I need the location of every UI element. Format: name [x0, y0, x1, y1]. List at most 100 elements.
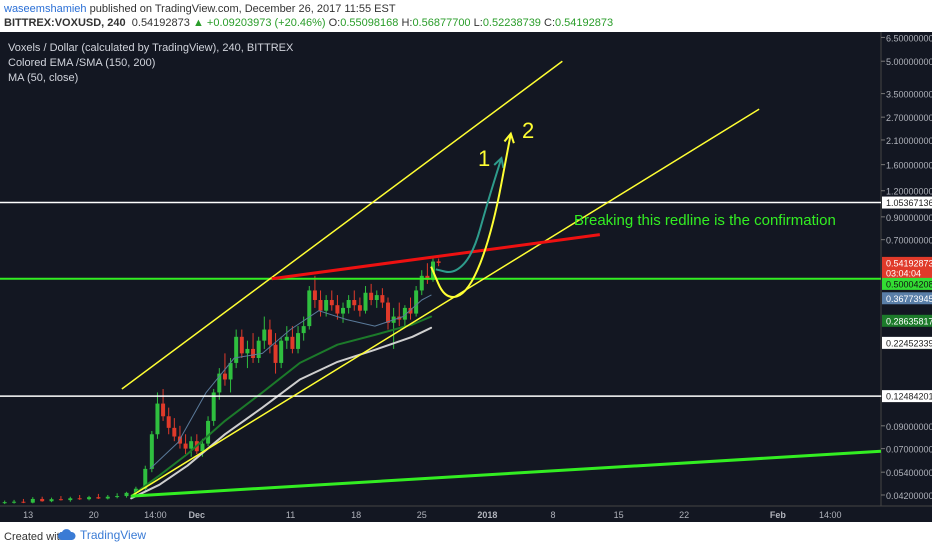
ma-50-line: [149, 294, 432, 470]
candle-body: [380, 295, 385, 303]
candle-body: [414, 290, 419, 314]
candle-body: [296, 333, 301, 349]
y-tick-label: 5.00000000: [886, 57, 932, 67]
cloud-icon: [58, 529, 76, 540]
chart-background: [0, 32, 932, 522]
created-with-text: Created with: [4, 531, 66, 543]
price-label-text: 0.28635817: [886, 316, 932, 326]
price-label-box: [882, 266, 932, 279]
candle-body: [2, 502, 7, 504]
candle-body: [436, 261, 441, 263]
high-label: H:: [401, 17, 413, 29]
y-axis-ticks: 6.50000000 5.00000000 3.50000000 2.70000000…: [881, 33, 932, 501]
legend-main-series[interactable]: Voxels / Dollar (calculated by TradingVi…: [8, 42, 294, 54]
y-tick-label: 0.04200000: [886, 491, 932, 501]
price-label-text: 03:04:04: [886, 268, 921, 278]
price-label-box: [882, 256, 932, 269]
y-tick-label: 1.20000000: [886, 187, 932, 197]
symbol-label: BITTREX:VOXUSD, 240: [4, 17, 126, 29]
candle-body: [408, 307, 413, 314]
candle-body: [301, 326, 306, 334]
target-2-label: 2: [522, 118, 534, 143]
indicators-group: [130, 294, 433, 500]
price-label-box: [882, 390, 932, 403]
candle-body: [12, 501, 17, 503]
last-price: 0.54192873: [131, 17, 190, 29]
candle-body: [262, 329, 267, 341]
candle-body: [341, 307, 346, 314]
candle-body: [87, 497, 92, 500]
candle-body: [324, 300, 329, 311]
author-link[interactable]: waseemshamieh: [4, 3, 87, 15]
legend-ma[interactable]: MA (50, close): [8, 72, 78, 84]
brand-name: TradingView: [80, 528, 147, 542]
price-label-text: 0.54192873: [886, 258, 932, 268]
candles-group: [2, 258, 441, 505]
high-value: 0.56877700: [412, 17, 471, 29]
drawings-group: [0, 60, 882, 498]
candle-body: [228, 362, 233, 380]
candle-body: [245, 348, 250, 354]
legend-ema-sma[interactable]: Colored EMA /SMA (150, 200): [8, 57, 155, 69]
candle-body: [172, 427, 177, 437]
price-chart[interactable]: 6.50000000 5.00000000 3.50000000 2.70000000…: [0, 32, 932, 522]
tradingview-logo[interactable]: TradingView: [58, 528, 146, 542]
target-2-arrow-head: [503, 131, 515, 144]
target-1-arrow-head: [493, 156, 505, 169]
y-tick-label: 0.70000000: [886, 236, 932, 246]
x-tick-label: 22: [679, 510, 689, 520]
candle-body: [217, 373, 222, 393]
x-tick-label: 11: [286, 510, 295, 520]
y-tick-label: 6.50000000: [886, 33, 932, 43]
x-tick-label: 8: [550, 510, 555, 520]
candle-body: [124, 492, 129, 497]
candle-body: [161, 403, 166, 417]
close-label: C:: [544, 17, 555, 29]
candle-body: [267, 329, 272, 345]
candle-body: [312, 290, 317, 301]
candle-body: [234, 336, 239, 363]
candle-body: [40, 498, 45, 502]
candle-body: [143, 468, 148, 489]
chart-header: waseemshamieh published on TradingView.c…: [0, 0, 932, 32]
candle-body: [346, 300, 351, 308]
x-tick-label: 2018: [477, 510, 497, 520]
candle-body: [115, 496, 120, 498]
close-value: 0.54192873: [555, 17, 614, 29]
candle-body: [21, 501, 26, 503]
target-2-arrow: [430, 133, 512, 298]
price-change: ▲ +0.09203973 (+20.46%): [192, 17, 326, 29]
candle-body: [222, 373, 227, 380]
price-label-text: 0.12484201: [886, 392, 932, 402]
publish-info: waseemshamieh published on TradingView.c…: [4, 3, 396, 15]
candle-body: [211, 392, 216, 421]
candle-body: [386, 302, 391, 323]
candle-body: [273, 344, 278, 363]
y-tick-label: 0.05400000: [886, 468, 932, 478]
price-label-text: 0.22452339: [886, 338, 932, 348]
candle-body: [155, 403, 160, 435]
ema-150-line: [130, 315, 433, 498]
candle-body: [402, 307, 407, 320]
y-tick-label: 3.50000000: [886, 90, 932, 100]
target-1-arrow: [435, 157, 503, 273]
candle-body: [200, 443, 205, 452]
candle-body: [166, 416, 171, 428]
candle-body: [183, 443, 188, 449]
candle-body: [239, 336, 244, 354]
red-confirmation-line: [271, 233, 601, 281]
long-term-support-line: [131, 449, 882, 498]
candle-body: [357, 305, 362, 311]
candle-body: [49, 499, 54, 502]
x-tick-label: 13: [23, 510, 33, 520]
price-label-box: [882, 277, 932, 290]
y-tick-label: 2.10000000: [886, 136, 932, 146]
target-1-label: 1: [478, 146, 490, 171]
footer: Created with TradingView: [0, 522, 932, 550]
candle-body: [307, 290, 312, 327]
channel-upper-line: [121, 60, 563, 390]
candle-body: [374, 295, 379, 301]
candle-body: [419, 275, 424, 291]
price-label-text: 1.05367136: [886, 198, 932, 208]
confirmation-annotation: Breaking this redline is the confirmatio…: [574, 212, 836, 229]
